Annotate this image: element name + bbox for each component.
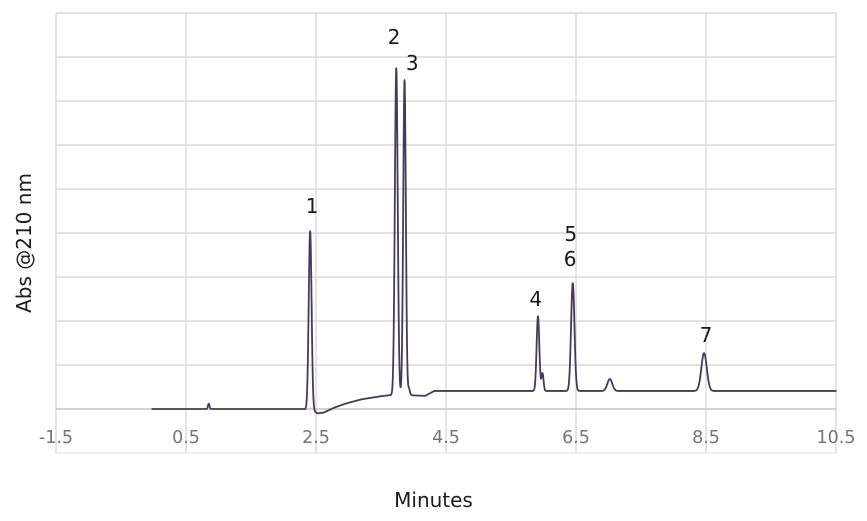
x-tick-label: -1.5 [39, 428, 73, 448]
peak-label: 6 [564, 247, 577, 271]
x-tick-labels: -1.5 0.5 2.5 4.5 6.5 8.5 10.5 [39, 428, 856, 448]
peak-label: 1 [306, 194, 319, 218]
y-axis-title: Abs @210 nm [12, 173, 36, 313]
x-tick-label: 8.5 [692, 428, 720, 448]
x-tick-label: 4.5 [432, 428, 460, 448]
peak-label: 5 [564, 222, 577, 246]
x-tick-label: 6.5 [562, 428, 590, 448]
peak-label: 2 [388, 25, 401, 49]
x-tick-label: 10.5 [817, 428, 856, 448]
peak-label: 7 [700, 323, 713, 347]
x-tick-label: 2.5 [302, 428, 330, 448]
x-axis-title: Minutes [394, 488, 473, 512]
peak-labels: 1 23 4 56 7 [306, 25, 713, 347]
chromatogram-trace [151, 67, 837, 415]
x-tick-label: 0.5 [172, 428, 200, 448]
peak-label: 4 [529, 287, 542, 311]
peak-label: 3 [406, 51, 419, 75]
